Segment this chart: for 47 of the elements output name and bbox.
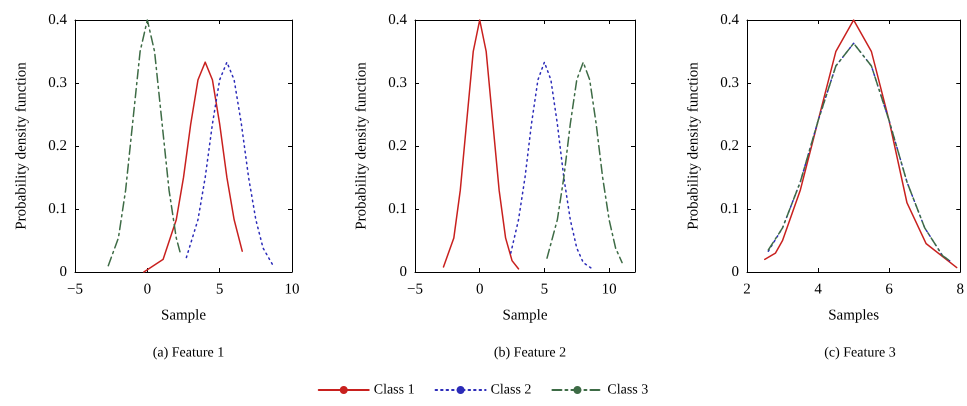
- x-tick-label: 2: [743, 282, 751, 298]
- text: (c) Feature 3: [824, 346, 896, 360]
- y-tick-label: 0.1: [48, 201, 67, 217]
- x-tick-label: 10: [284, 282, 300, 298]
- y-tick-label: 0.2: [48, 138, 67, 154]
- y-tick-label: 0.2: [720, 138, 739, 154]
- x-tick-label: 5: [216, 282, 224, 298]
- y-tick-label: 0.3: [48, 75, 67, 91]
- y-tick-label: 0: [400, 264, 407, 280]
- x-tick-label: −5: [67, 282, 83, 298]
- y-tick-label: 0.3: [388, 75, 407, 91]
- line-series: [510, 61, 594, 270]
- line-series: [768, 42, 950, 262]
- y-tick-label: 0.1: [388, 201, 407, 217]
- y-tick-label: 0.3: [720, 75, 739, 91]
- x-axis-title: Sample: [161, 308, 206, 324]
- line-series: [143, 61, 243, 273]
- y-tick-label: 0.4: [720, 12, 740, 28]
- x-tick-label: 8: [956, 282, 964, 298]
- x-axis-title: Samples: [828, 308, 880, 324]
- y-tick-label: 0.4: [48, 12, 68, 28]
- y-tick-label: 0.1: [720, 201, 739, 217]
- x-tick-label: 6: [885, 282, 894, 298]
- legend-label: Class 1: [374, 382, 415, 398]
- legend-label: Class 3: [607, 382, 648, 398]
- text: (a) Feature 1: [152, 346, 224, 360]
- x-tick-label: 0: [144, 282, 152, 298]
- x-tick-label: −5: [407, 282, 423, 298]
- line-series: [108, 19, 182, 266]
- x-tick-label: 10: [602, 282, 617, 298]
- y-axis-title: Probability density function: [686, 62, 702, 230]
- x-tick-label: 0: [476, 282, 484, 298]
- line-series: [186, 61, 274, 266]
- line-series: [442, 19, 520, 270]
- y-axis-title: Probability density function: [14, 62, 30, 230]
- legend-label: Class 2: [490, 382, 532, 398]
- line-series: [764, 19, 958, 268]
- y-tick-label: 0.4: [388, 12, 408, 28]
- text: (b) Feature 2: [494, 346, 566, 360]
- y-tick-label: 0.2: [388, 138, 407, 154]
- y-axis-title: Probability density function: [354, 62, 370, 230]
- x-tick-label: 4: [814, 282, 822, 298]
- x-tick-label: 5: [540, 282, 548, 298]
- x-axis-title: Sample: [502, 308, 548, 324]
- line-series: [546, 61, 623, 264]
- y-tick-label: 0: [732, 264, 739, 280]
- y-tick-label: 0: [60, 264, 67, 280]
